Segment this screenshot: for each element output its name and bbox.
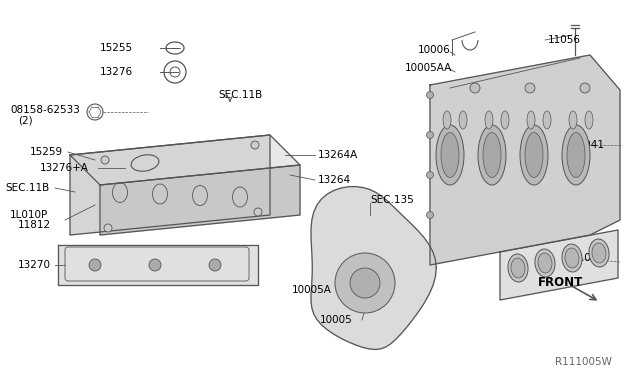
Circle shape [251, 141, 259, 149]
Text: R111005W: R111005W [555, 357, 612, 367]
Ellipse shape [565, 248, 579, 268]
Ellipse shape [443, 111, 451, 129]
Ellipse shape [567, 132, 585, 177]
Polygon shape [430, 55, 620, 265]
Ellipse shape [589, 239, 609, 267]
Text: (2): (2) [18, 115, 33, 125]
Circle shape [580, 83, 590, 93]
Text: FRONT: FRONT [538, 276, 583, 289]
Ellipse shape [525, 132, 543, 177]
Text: 10005: 10005 [320, 315, 353, 325]
Circle shape [101, 156, 109, 164]
Circle shape [426, 131, 433, 138]
Polygon shape [100, 165, 300, 235]
Circle shape [350, 268, 380, 298]
Text: 11044: 11044 [572, 253, 605, 263]
Text: 11041: 11041 [572, 140, 605, 150]
Text: 11056: 11056 [548, 35, 581, 45]
Text: 13264: 13264 [318, 175, 351, 185]
Circle shape [426, 92, 433, 99]
Polygon shape [58, 245, 258, 285]
Text: 10006: 10006 [418, 45, 451, 55]
Text: 1L010P: 1L010P [10, 210, 48, 220]
Text: 13276: 13276 [100, 67, 133, 77]
Text: 10005AA: 10005AA [405, 63, 452, 73]
Circle shape [470, 83, 480, 93]
Polygon shape [70, 135, 300, 185]
Ellipse shape [592, 243, 606, 263]
Ellipse shape [569, 111, 577, 129]
Polygon shape [500, 230, 618, 300]
Ellipse shape [562, 125, 590, 185]
Text: 15259: 15259 [30, 147, 63, 157]
Circle shape [209, 259, 221, 271]
Ellipse shape [501, 111, 509, 129]
Text: 11812: 11812 [18, 220, 51, 230]
Ellipse shape [535, 249, 555, 277]
Circle shape [254, 208, 262, 216]
Circle shape [89, 259, 101, 271]
Text: 08158-62533: 08158-62533 [10, 105, 80, 115]
Ellipse shape [483, 132, 501, 177]
Ellipse shape [436, 125, 464, 185]
Circle shape [426, 212, 433, 218]
Text: SEC.11B: SEC.11B [5, 183, 49, 193]
Polygon shape [70, 135, 270, 235]
Ellipse shape [459, 111, 467, 129]
Ellipse shape [527, 111, 535, 129]
Ellipse shape [585, 111, 593, 129]
Text: 13264A: 13264A [318, 150, 358, 160]
Ellipse shape [520, 125, 548, 185]
Text: 13276+A: 13276+A [40, 163, 89, 173]
Text: 13270: 13270 [18, 260, 51, 270]
Circle shape [525, 83, 535, 93]
Text: 15255: 15255 [100, 43, 133, 53]
Circle shape [149, 259, 161, 271]
Ellipse shape [508, 254, 528, 282]
Ellipse shape [485, 111, 493, 129]
Polygon shape [311, 187, 436, 349]
Ellipse shape [441, 132, 459, 177]
Text: SEC.135: SEC.135 [370, 195, 413, 205]
Text: 10005A: 10005A [292, 285, 332, 295]
Ellipse shape [543, 111, 551, 129]
Circle shape [426, 171, 433, 179]
Circle shape [335, 253, 395, 313]
Ellipse shape [562, 244, 582, 272]
Ellipse shape [511, 258, 525, 278]
Ellipse shape [538, 253, 552, 273]
Circle shape [104, 224, 112, 232]
Text: SEC.11B: SEC.11B [218, 90, 262, 100]
Ellipse shape [478, 125, 506, 185]
